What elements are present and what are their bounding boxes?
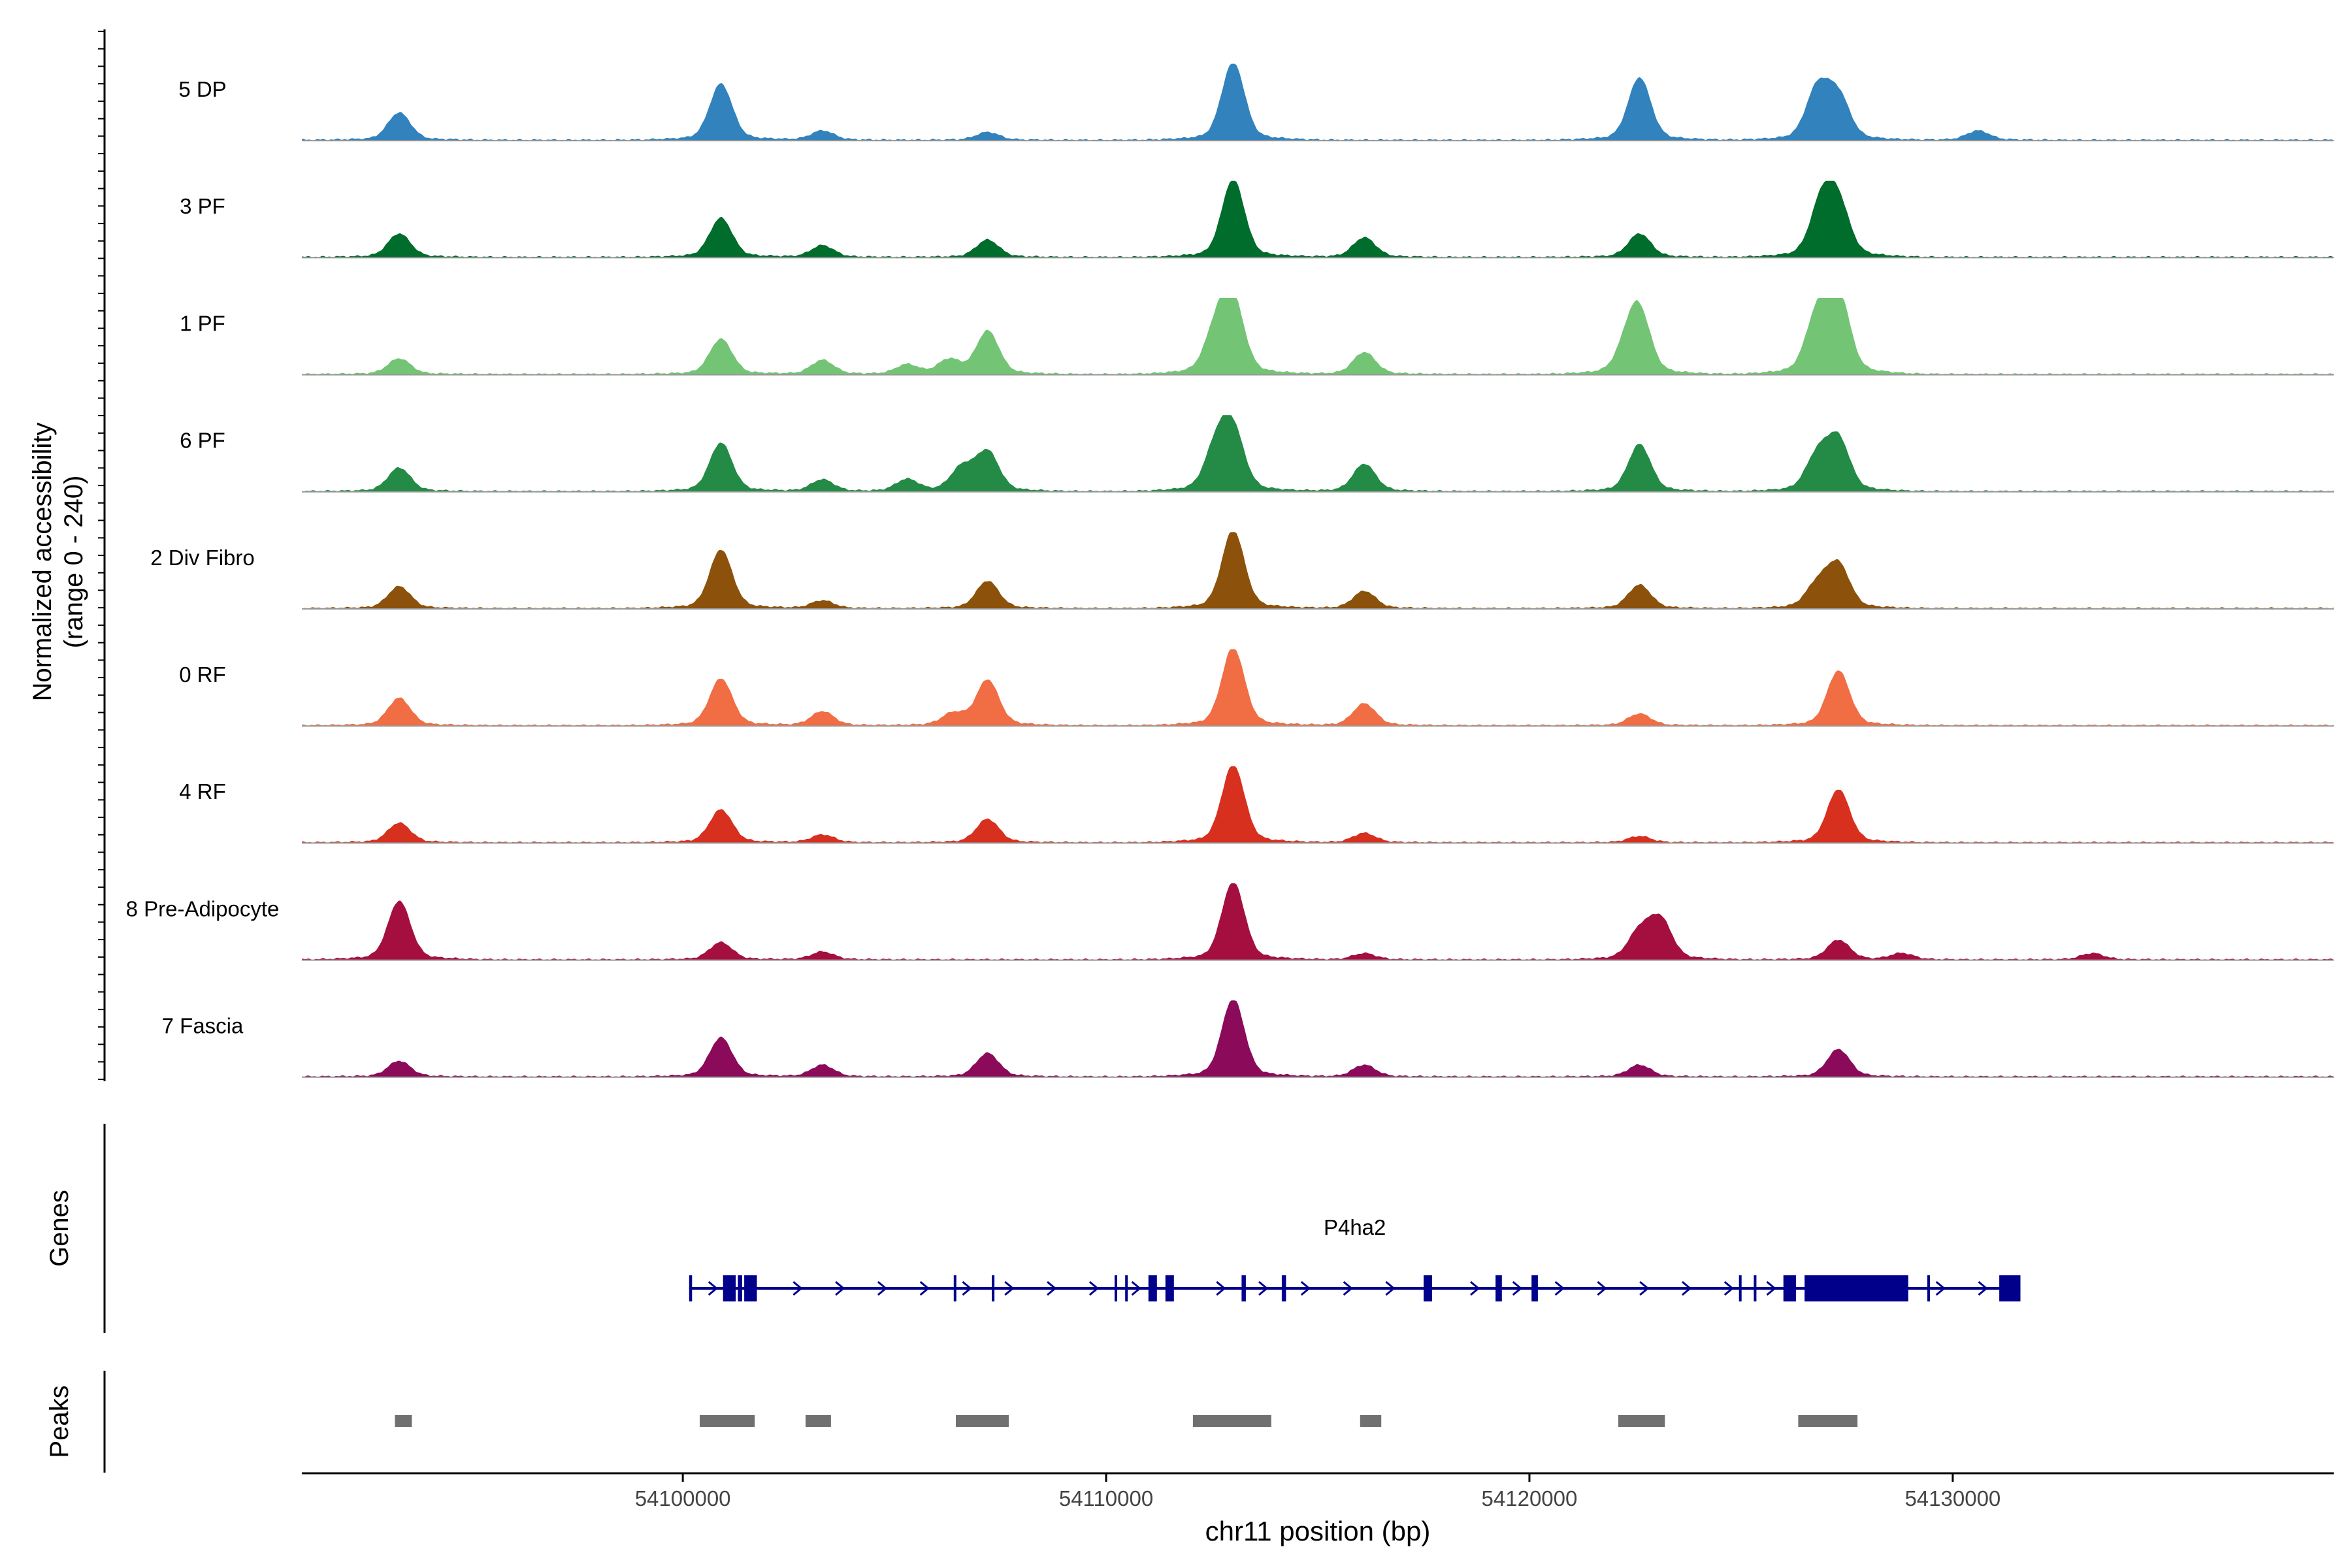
- peak-region: [1618, 1415, 1665, 1427]
- gene-exon: [1241, 1275, 1246, 1301]
- x-axis: 54100000 54110000 54120000 54130000: [635, 1473, 2001, 1511]
- gene-exon: [1754, 1275, 1757, 1301]
- track-4: 6 PF: [180, 415, 2334, 493]
- strand-arrow: [1047, 1281, 1057, 1296]
- track-6: 0 RF: [179, 649, 2334, 727]
- gene-exon: [1783, 1275, 1797, 1301]
- coverage-area: [302, 532, 2334, 609]
- strand-arrow: [1554, 1281, 1565, 1296]
- peak-region: [1360, 1415, 1382, 1427]
- strand-arrow: [1597, 1281, 1607, 1296]
- gene-exon: [1125, 1275, 1128, 1301]
- coverage-area: [302, 1000, 2334, 1077]
- peak-region: [700, 1415, 755, 1427]
- strand-arrow: [1131, 1281, 1141, 1296]
- gene-exon: [1281, 1275, 1286, 1301]
- strand-arrow: [877, 1281, 888, 1296]
- strand-arrow: [1681, 1281, 1692, 1296]
- track-2: 3 PF: [180, 180, 2334, 259]
- strand-arrow: [708, 1281, 719, 1296]
- gene-exon: [1999, 1275, 2021, 1301]
- strand-arrow: [1935, 1281, 1946, 1296]
- gene-exon: [723, 1275, 736, 1301]
- strand-arrow: [919, 1281, 930, 1296]
- gene-exon: [1805, 1275, 1908, 1301]
- strand-arrow: [1343, 1281, 1353, 1296]
- genes-panel-label: Genes: [45, 1190, 74, 1267]
- coverage-area: [302, 649, 2334, 727]
- strand-arrow: [1088, 1281, 1100, 1296]
- gene-exon: [1115, 1275, 1117, 1301]
- strand-arrow: [1723, 1281, 1735, 1296]
- track-label: 7 Fascia: [162, 1014, 244, 1038]
- strand-arrow: [835, 1281, 845, 1296]
- track-label: 0 RF: [179, 662, 226, 687]
- track-label: 2 Div Fibro: [150, 546, 255, 570]
- coverage-area: [302, 298, 2334, 375]
- x-tick-label: 54100000: [635, 1486, 731, 1511]
- coverage-area: [302, 63, 2334, 141]
- gene-exon: [1495, 1275, 1502, 1301]
- track-1: 5 DP: [178, 63, 2334, 142]
- strand-arrow: [1004, 1281, 1015, 1296]
- track-label: 5 DP: [178, 77, 226, 101]
- gene-exon: [689, 1275, 693, 1301]
- gene-exon: [992, 1275, 995, 1301]
- track-8: 8 Pre-Adipocyte: [126, 883, 2334, 961]
- gene-track: P4ha2: [689, 1215, 2021, 1301]
- x-tick-label: 54110000: [1059, 1486, 1153, 1511]
- coverage-area: [302, 883, 2334, 960]
- strand-arrow: [1216, 1281, 1226, 1296]
- peaks-track: [395, 1415, 1858, 1427]
- gene-exon: [1148, 1275, 1157, 1301]
- x-axis-label: chr11 position (bp): [1205, 1516, 1431, 1546]
- track-9: 7 Fascia: [162, 1000, 2334, 1078]
- coverage-tracks: 5 DP 3 PF 1 PF 6 PF 2 Div Fibro 0 RF 4 RF 8 Pre…: [126, 63, 2334, 1078]
- peak-region: [395, 1415, 412, 1427]
- x-tick-label: 54120000: [1482, 1486, 1578, 1511]
- peak-region: [1798, 1415, 1858, 1427]
- x-tick-label: 54130000: [1904, 1486, 2001, 1511]
- strand-arrow: [962, 1281, 972, 1296]
- strand-arrow: [1258, 1281, 1269, 1296]
- strand-arrow: [1512, 1281, 1523, 1296]
- coverage-area: [302, 180, 2334, 258]
- gene-exon: [1165, 1275, 1174, 1301]
- track-label: 4 RF: [179, 779, 226, 804]
- gene-exon: [953, 1275, 956, 1301]
- peak-region: [806, 1415, 831, 1427]
- coverage-area: [302, 415, 2334, 492]
- gene-exon: [1531, 1275, 1538, 1301]
- track-label: 3 PF: [180, 194, 225, 218]
- peak-region: [1192, 1415, 1271, 1427]
- coverage-area: [302, 766, 2334, 843]
- y-axis-label-line1: Normalized accessibility: [28, 423, 57, 702]
- strand-arrow: [1978, 1281, 1988, 1296]
- track-label: 6 PF: [180, 429, 225, 453]
- gene-exon: [738, 1275, 742, 1301]
- track-label: 1 PF: [180, 311, 225, 335]
- strand-arrow: [792, 1281, 803, 1296]
- track-3: 1 PF: [180, 298, 2334, 376]
- strand-arrow: [1766, 1281, 1776, 1296]
- strand-arrow: [1300, 1281, 1311, 1296]
- gene-name: P4ha2: [1324, 1215, 1386, 1239]
- peaks-panel-label: Peaks: [45, 1385, 74, 1458]
- y-axis-label-line2: (range 0 - 240): [59, 476, 88, 649]
- y-axis: [98, 29, 106, 1081]
- gene-exon: [1927, 1275, 1930, 1301]
- gene-exon: [744, 1275, 757, 1301]
- strand-arrow: [1639, 1281, 1650, 1296]
- peak-region: [956, 1415, 1009, 1427]
- strand-arrow: [1470, 1281, 1480, 1296]
- strand-arrow: [1385, 1281, 1396, 1296]
- track-7: 4 RF: [179, 766, 2334, 844]
- track-5: 2 Div Fibro: [150, 532, 2334, 610]
- gene-exon: [1424, 1275, 1432, 1301]
- gene-exon: [1739, 1275, 1742, 1301]
- track-label: 8 Pre-Adipocyte: [126, 896, 280, 921]
